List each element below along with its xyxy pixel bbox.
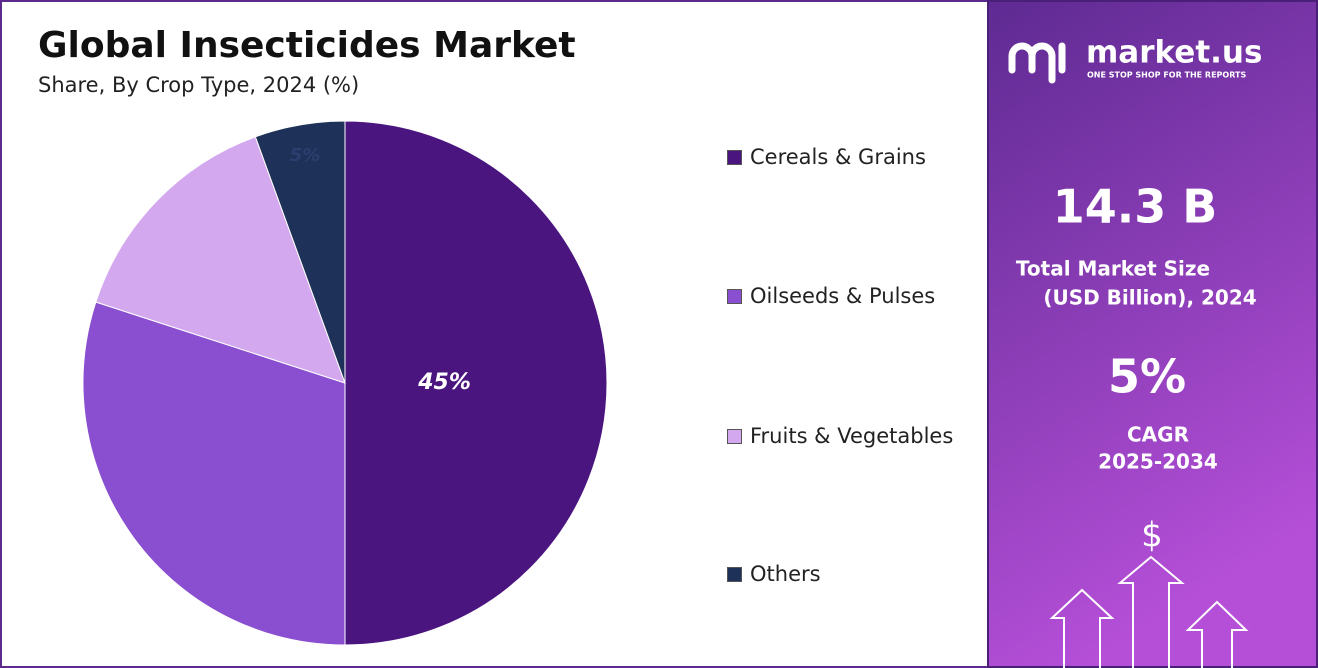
legend-item: Cereals & Grains [727, 139, 962, 176]
cagr-label: CAGR [1127, 423, 1189, 447]
market-size-label: (USD Billion), 2024 [1043, 286, 1256, 310]
legend-label: Others [750, 562, 821, 586]
legend-item: Others [727, 556, 962, 593]
market-size-label: Total Market Size [1016, 257, 1210, 281]
dollar-icon: $ [1141, 516, 1163, 556]
legend-label: Cereals & Grains [750, 145, 926, 169]
chart-title: Global Insecticides Market [38, 25, 576, 66]
cagr: 5% [1108, 350, 1186, 404]
legend-label: Oilseeds & Pulses [750, 284, 936, 308]
logo [1008, 42, 1066, 84]
legend-swatch [727, 567, 742, 582]
side-panel [987, 0, 1318, 668]
legend-item: Fruits & Vegetables [727, 418, 962, 455]
arrows [1049, 555, 1249, 668]
tagline: ONE STOP SHOP FOR THE REPORTS [1087, 71, 1246, 80]
legend-swatch [727, 289, 742, 304]
legend-swatch [727, 150, 742, 165]
pie-slice [82, 301, 346, 646]
data-label: 45% [417, 370, 471, 395]
data-label: 5% [290, 145, 321, 166]
market-size: 14.3 B [1053, 180, 1218, 234]
pie-slice [344, 120, 608, 646]
cagr-label: 2025-2034 [1098, 450, 1218, 474]
legend-label: Fruits & Vegetables [750, 424, 954, 448]
pie-slice [254, 120, 346, 384]
legend-item: Oilseeds & Pulses [727, 278, 962, 315]
legend-swatch [727, 429, 742, 444]
pie-slice [95, 136, 346, 384]
chart-subtitle: Share, By Crop Type, 2024 (%) [38, 73, 359, 97]
brand: market.us [1086, 35, 1262, 71]
